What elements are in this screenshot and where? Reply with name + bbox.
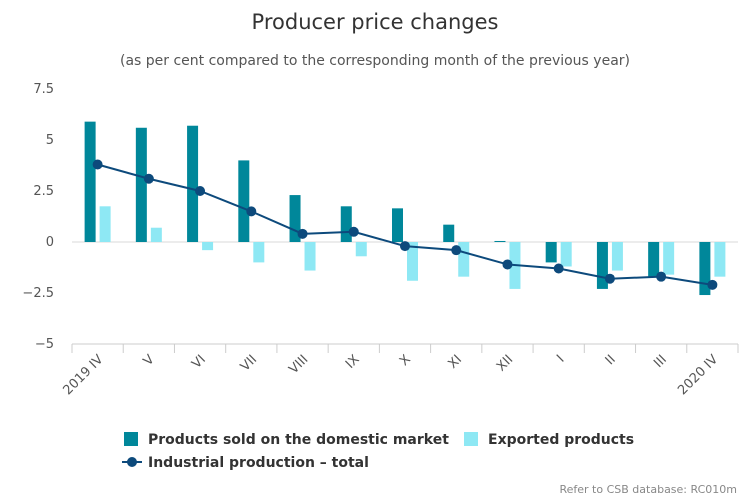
bar bbox=[407, 242, 418, 281]
x-tick-label: I bbox=[554, 352, 567, 365]
x-tick-label: 2020 IV bbox=[675, 352, 721, 398]
legend-label-domestic: Products sold on the domestic market bbox=[148, 432, 449, 448]
line-point bbox=[502, 259, 513, 270]
line-point bbox=[348, 226, 359, 237]
bar bbox=[648, 242, 660, 277]
legend-swatch-exported bbox=[464, 432, 478, 446]
bar bbox=[494, 240, 506, 242]
y-tick-label: 5 bbox=[46, 133, 54, 148]
bar bbox=[355, 242, 367, 257]
x-tick-label: V bbox=[141, 352, 158, 369]
x-tick-label: VII bbox=[238, 352, 260, 374]
x-tick-label: III bbox=[651, 352, 670, 371]
x-tick-label: XI bbox=[445, 352, 465, 372]
bar bbox=[202, 242, 214, 251]
line-point bbox=[195, 186, 206, 196]
x-tick-label: 2019 IV bbox=[61, 352, 107, 398]
x-tick-label: IX bbox=[343, 352, 363, 372]
line-series bbox=[92, 159, 718, 290]
bar bbox=[289, 195, 301, 242]
line-point bbox=[143, 173, 154, 184]
line-point bbox=[297, 228, 308, 239]
y-tick-label: −2.5 bbox=[22, 286, 54, 301]
y-tick-label: −5 bbox=[35, 337, 54, 352]
bar bbox=[99, 206, 111, 242]
bar bbox=[340, 206, 352, 242]
bar bbox=[663, 242, 675, 275]
bar bbox=[392, 208, 403, 242]
credit-text: Refer to CSB database: RC010m bbox=[559, 483, 737, 496]
bar bbox=[187, 125, 199, 242]
bars bbox=[84, 121, 726, 296]
x-tick-label: II bbox=[603, 352, 619, 368]
y-tick-label: 0 bbox=[46, 235, 54, 250]
x-axis: 2019 IV V VI VII VIII IX X XI XII I II III 2020 IV bbox=[61, 344, 739, 398]
bar bbox=[84, 121, 96, 242]
bar bbox=[560, 242, 572, 267]
bar bbox=[150, 227, 162, 242]
bar bbox=[238, 160, 250, 242]
y-axis: 7.5 5 2.5 0 −2.5 −5 bbox=[22, 82, 738, 352]
x-tick-label: XII bbox=[494, 352, 516, 374]
bar bbox=[443, 224, 455, 242]
legend-marker-total bbox=[127, 457, 137, 467]
chart-title: Producer price changes bbox=[252, 10, 499, 34]
bar bbox=[545, 242, 557, 263]
bar bbox=[714, 242, 726, 277]
line-point bbox=[604, 273, 615, 284]
line-point bbox=[553, 263, 564, 274]
legend-label-exported: Exported products bbox=[488, 432, 634, 448]
line-point bbox=[656, 271, 667, 282]
x-tick-label: X bbox=[397, 352, 414, 369]
legend-label-total: Industrial production – total bbox=[148, 455, 369, 471]
bar bbox=[253, 242, 265, 263]
x-tick-label: VIII bbox=[286, 352, 311, 377]
x-tick-label: VI bbox=[189, 352, 209, 372]
bar bbox=[596, 242, 608, 289]
legend: Products sold on the domestic market Expo… bbox=[122, 432, 634, 471]
line-point bbox=[707, 279, 718, 290]
line-point bbox=[246, 206, 257, 217]
line-point bbox=[92, 159, 103, 170]
legend-swatch-domestic bbox=[124, 432, 138, 446]
line-point bbox=[400, 241, 410, 252]
bar bbox=[699, 242, 711, 296]
bar bbox=[458, 242, 470, 277]
bar bbox=[304, 242, 316, 271]
line-point bbox=[451, 245, 462, 256]
bar bbox=[135, 127, 147, 242]
chart-subtitle: (as per cent compared to the correspondi… bbox=[120, 53, 630, 69]
bar bbox=[611, 242, 623, 271]
y-tick-label: 2.5 bbox=[33, 184, 54, 199]
y-tick-label: 7.5 bbox=[33, 82, 54, 97]
